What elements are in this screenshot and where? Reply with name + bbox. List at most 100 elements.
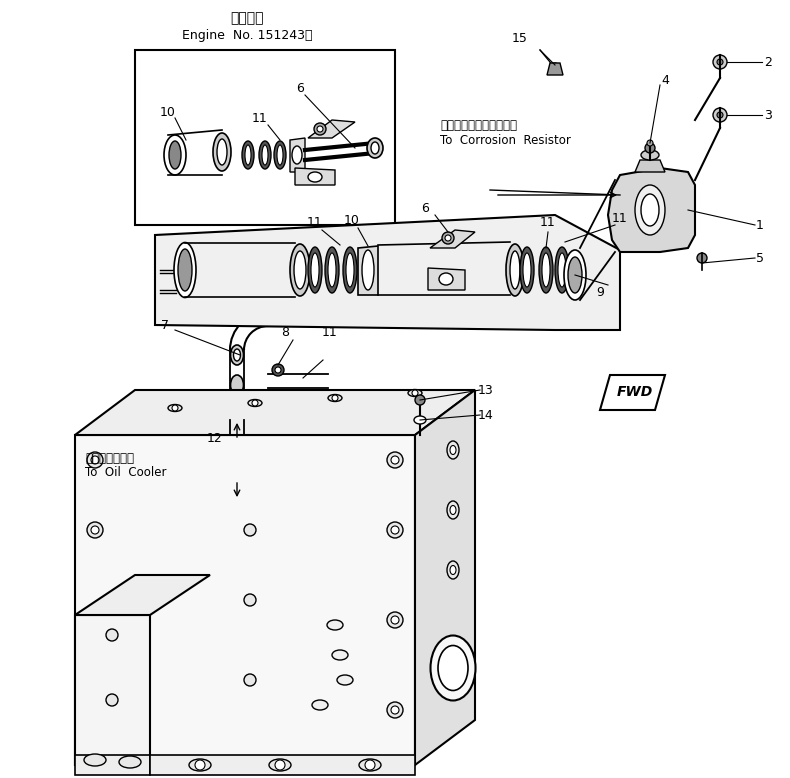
Ellipse shape bbox=[234, 349, 240, 361]
Text: 6: 6 bbox=[296, 82, 304, 94]
Ellipse shape bbox=[447, 561, 459, 579]
Circle shape bbox=[365, 760, 375, 770]
Bar bbox=[135, 50, 395, 225]
Circle shape bbox=[387, 452, 403, 468]
Ellipse shape bbox=[555, 247, 569, 293]
Ellipse shape bbox=[230, 395, 244, 405]
Ellipse shape bbox=[346, 253, 354, 287]
Polygon shape bbox=[635, 160, 665, 172]
Circle shape bbox=[272, 364, 284, 376]
Ellipse shape bbox=[506, 244, 524, 296]
Ellipse shape bbox=[450, 566, 456, 574]
Circle shape bbox=[87, 702, 103, 718]
Ellipse shape bbox=[414, 416, 426, 424]
Ellipse shape bbox=[189, 759, 211, 771]
Polygon shape bbox=[75, 755, 150, 775]
Text: Engine  No. 151243～: Engine No. 151243～ bbox=[182, 29, 312, 41]
Text: 11: 11 bbox=[252, 111, 268, 124]
Ellipse shape bbox=[312, 700, 328, 710]
Circle shape bbox=[415, 395, 425, 405]
Text: To  Corrosion  Resistor: To Corrosion Resistor bbox=[440, 134, 571, 146]
Text: 13: 13 bbox=[478, 384, 494, 397]
Polygon shape bbox=[75, 615, 150, 765]
Ellipse shape bbox=[359, 759, 381, 771]
Circle shape bbox=[87, 522, 103, 538]
Ellipse shape bbox=[290, 244, 310, 296]
Ellipse shape bbox=[343, 247, 357, 293]
Circle shape bbox=[244, 524, 256, 536]
Circle shape bbox=[550, 63, 560, 73]
Polygon shape bbox=[75, 390, 475, 435]
Text: 11: 11 bbox=[322, 325, 338, 338]
Ellipse shape bbox=[164, 135, 186, 175]
Text: 4: 4 bbox=[661, 73, 669, 86]
Circle shape bbox=[442, 232, 454, 244]
Polygon shape bbox=[428, 268, 465, 290]
Circle shape bbox=[387, 522, 403, 538]
Text: 6: 6 bbox=[421, 202, 429, 215]
Circle shape bbox=[713, 55, 727, 69]
Ellipse shape bbox=[328, 253, 336, 287]
Circle shape bbox=[387, 702, 403, 718]
Circle shape bbox=[275, 760, 285, 770]
Text: 8: 8 bbox=[281, 325, 289, 338]
Ellipse shape bbox=[520, 247, 534, 293]
Ellipse shape bbox=[408, 390, 422, 397]
Ellipse shape bbox=[564, 250, 586, 300]
Circle shape bbox=[391, 706, 399, 714]
Circle shape bbox=[244, 674, 256, 686]
Text: 7: 7 bbox=[161, 318, 169, 331]
Text: FWD: FWD bbox=[617, 385, 653, 399]
Circle shape bbox=[87, 612, 103, 628]
Ellipse shape bbox=[277, 145, 283, 165]
Ellipse shape bbox=[367, 138, 383, 158]
Ellipse shape bbox=[450, 446, 456, 454]
Circle shape bbox=[252, 400, 258, 406]
Text: 14: 14 bbox=[478, 408, 494, 422]
Ellipse shape bbox=[119, 756, 141, 768]
Circle shape bbox=[91, 526, 99, 534]
Ellipse shape bbox=[174, 243, 196, 297]
Ellipse shape bbox=[231, 375, 243, 395]
Circle shape bbox=[445, 235, 451, 241]
Polygon shape bbox=[155, 215, 620, 330]
Text: To  Oil  Cooler: To Oil Cooler bbox=[85, 465, 167, 478]
Polygon shape bbox=[415, 390, 475, 765]
Polygon shape bbox=[430, 230, 475, 248]
Circle shape bbox=[332, 395, 338, 401]
Polygon shape bbox=[547, 63, 563, 75]
Ellipse shape bbox=[274, 141, 286, 169]
Circle shape bbox=[713, 108, 727, 122]
Ellipse shape bbox=[510, 251, 520, 289]
Ellipse shape bbox=[245, 145, 251, 165]
Ellipse shape bbox=[438, 646, 468, 691]
Ellipse shape bbox=[439, 273, 453, 285]
Text: 11: 11 bbox=[612, 212, 628, 225]
Ellipse shape bbox=[217, 139, 227, 165]
Circle shape bbox=[391, 456, 399, 464]
Text: 10: 10 bbox=[160, 106, 176, 118]
Circle shape bbox=[91, 456, 99, 464]
Circle shape bbox=[195, 760, 205, 770]
Ellipse shape bbox=[641, 194, 659, 226]
Ellipse shape bbox=[523, 253, 531, 287]
Circle shape bbox=[244, 594, 256, 606]
Circle shape bbox=[391, 526, 399, 534]
Text: 適用号機: 適用号機 bbox=[230, 11, 264, 25]
Ellipse shape bbox=[450, 506, 456, 514]
Circle shape bbox=[717, 112, 723, 118]
Text: 11: 11 bbox=[307, 216, 323, 229]
Circle shape bbox=[87, 452, 103, 468]
Text: 1: 1 bbox=[756, 219, 764, 232]
Polygon shape bbox=[295, 168, 335, 185]
Circle shape bbox=[275, 367, 281, 373]
Text: 9: 9 bbox=[596, 286, 604, 299]
Ellipse shape bbox=[362, 250, 374, 290]
Ellipse shape bbox=[325, 247, 339, 293]
Ellipse shape bbox=[294, 251, 306, 289]
Ellipse shape bbox=[308, 172, 322, 182]
Ellipse shape bbox=[259, 141, 271, 169]
Polygon shape bbox=[608, 168, 695, 252]
Circle shape bbox=[314, 123, 326, 135]
Text: 11: 11 bbox=[540, 216, 556, 229]
